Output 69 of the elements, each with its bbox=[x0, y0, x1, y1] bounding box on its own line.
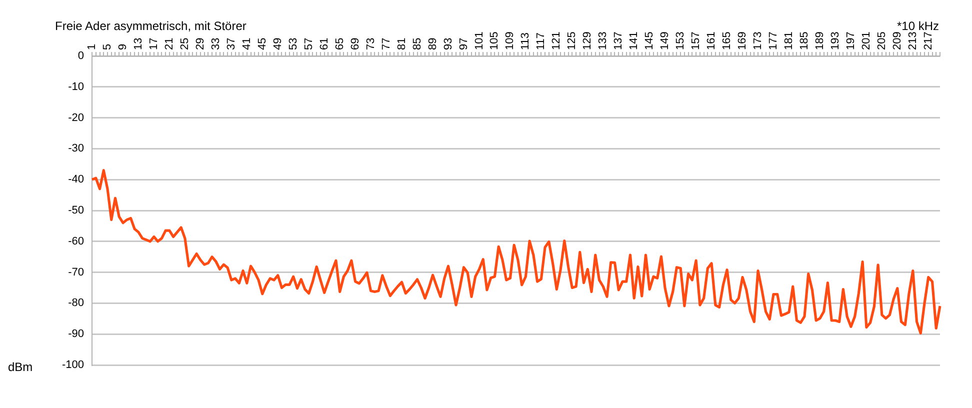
x-tick-label: 129 bbox=[582, 32, 594, 50]
y-tick-label: -90 bbox=[68, 328, 84, 340]
y-tick-label: -40 bbox=[68, 174, 84, 186]
x-tick-label: 9 bbox=[117, 44, 130, 50]
x-tick-label: 109 bbox=[504, 32, 516, 50]
x-tick-label: 29 bbox=[194, 38, 206, 50]
x-tick-label: 101 bbox=[473, 32, 486, 50]
y-tick-label: -100 bbox=[62, 359, 84, 372]
x-tick-label: 25 bbox=[178, 38, 191, 50]
x-tick-label: 213 bbox=[906, 32, 919, 50]
x-tick-label: 69 bbox=[349, 38, 362, 50]
x-tick-label: 177 bbox=[768, 32, 780, 50]
x-tick-label: 81 bbox=[396, 38, 408, 50]
x-tick-label: 145 bbox=[644, 32, 656, 50]
x-tick-label: 185 bbox=[798, 32, 811, 50]
x-tick-label: 85 bbox=[411, 38, 424, 50]
x-tick-label: 181 bbox=[783, 32, 796, 50]
x-tick-label: 53 bbox=[287, 38, 300, 50]
x-tick-label: 57 bbox=[302, 38, 315, 50]
x-tick-label: 141 bbox=[628, 32, 640, 50]
x-tick-label: 45 bbox=[256, 38, 268, 50]
x-tick-label: 173 bbox=[752, 32, 764, 50]
x-tick-label: 217 bbox=[922, 32, 934, 50]
x-tick-label: 121 bbox=[550, 32, 563, 50]
x-tick-label: 65 bbox=[334, 38, 346, 50]
x-tick-label: 61 bbox=[318, 38, 330, 50]
x-tick-label: 125 bbox=[566, 32, 578, 50]
y-axis-title: dBm bbox=[8, 360, 33, 374]
x-tick-label: 41 bbox=[240, 38, 253, 50]
y-tick-label: -10 bbox=[68, 80, 84, 93]
x-tick-label: 201 bbox=[860, 32, 872, 50]
x-tick-label: 205 bbox=[876, 32, 888, 50]
x-tick-label: 105 bbox=[488, 32, 501, 50]
x-tick-label: 1 bbox=[86, 44, 98, 50]
x-tick-label: 149 bbox=[659, 32, 672, 50]
x-tick-label: 17 bbox=[148, 38, 160, 50]
x-tick-label: 117 bbox=[535, 32, 548, 50]
x-tick-label: 33 bbox=[210, 38, 222, 50]
y-tick-label: -20 bbox=[68, 112, 84, 124]
y-tick-label: -60 bbox=[68, 235, 84, 248]
x-tick-label: 189 bbox=[814, 32, 826, 50]
x-tick-label: 113 bbox=[520, 32, 532, 50]
x-tick-label: 13 bbox=[132, 38, 145, 50]
x-tick-label: 97 bbox=[458, 38, 470, 50]
x-tick-label: 197 bbox=[844, 32, 857, 50]
chart-title: Freie Ader asymmetrisch, mit Störer bbox=[55, 19, 246, 33]
y-tick-label: -70 bbox=[68, 266, 84, 278]
x-tick-label: 49 bbox=[272, 38, 284, 50]
y-tick-label: 0 bbox=[78, 50, 84, 62]
x-tick-label: 161 bbox=[706, 32, 718, 50]
x-tick-label: 165 bbox=[721, 32, 734, 50]
y-tick-label: -30 bbox=[68, 142, 84, 155]
x-tick-label: 209 bbox=[891, 32, 904, 50]
x-tick-label: 137 bbox=[612, 32, 625, 50]
x-tick-label: 157 bbox=[690, 32, 702, 50]
y-tick-label: -50 bbox=[68, 204, 84, 217]
x-axis-title: *10 kHz bbox=[896, 19, 939, 33]
x-tick-label: 73 bbox=[364, 38, 377, 50]
x-tick-label: 77 bbox=[380, 38, 392, 50]
x-tick-label: 5 bbox=[102, 44, 114, 50]
x-tick-label: 193 bbox=[829, 32, 842, 50]
x-tick-label: 37 bbox=[225, 38, 238, 50]
x-tick-label: 153 bbox=[674, 32, 687, 50]
x-tick-label: 93 bbox=[442, 38, 454, 50]
x-tick-label: 169 bbox=[736, 32, 749, 50]
x-tick-label: 133 bbox=[597, 32, 610, 50]
x-tick-label: 21 bbox=[163, 38, 176, 50]
y-tick-label: -80 bbox=[68, 297, 84, 310]
x-tick-label: 89 bbox=[426, 38, 439, 50]
